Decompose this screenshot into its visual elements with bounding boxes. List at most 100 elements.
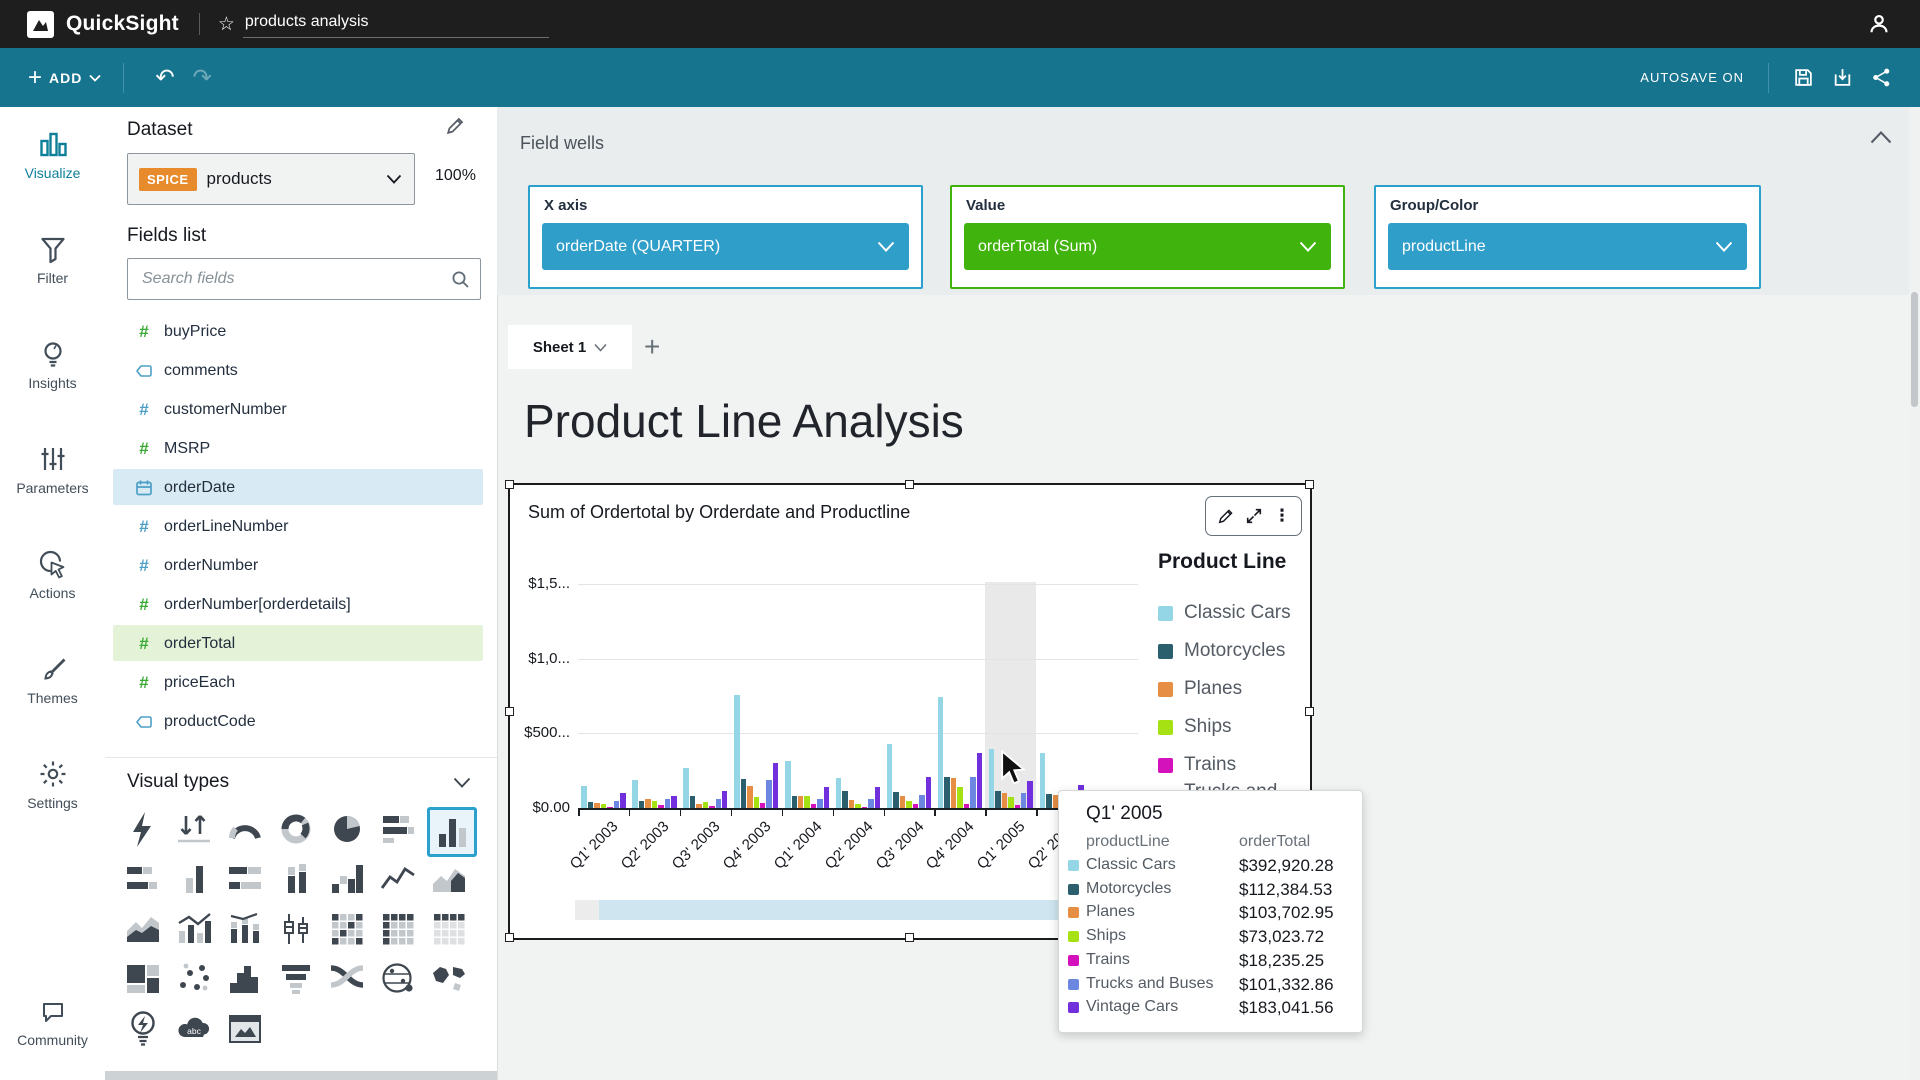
search-fields[interactable] [127, 258, 481, 300]
resize-handle[interactable] [505, 706, 514, 716]
user-account-icon[interactable] [1868, 13, 1890, 35]
visual-type-vertical-grouped-bar-chart[interactable] [172, 857, 216, 901]
visual-type-auto-graph[interactable] [121, 807, 165, 851]
bar-Q32004-Planes[interactable] [899, 796, 906, 808]
resize-handle[interactable] [1305, 706, 1314, 716]
bar-Q42003-Trains[interactable] [759, 803, 766, 808]
legend-item-Ships[interactable]: Ships [1158, 708, 1308, 746]
bar-Q42003-Trucks-and-Buses[interactable] [766, 780, 772, 808]
bar-Q22004-Ships[interactable] [855, 804, 861, 808]
visual-type-points-on-map[interactable] [376, 957, 420, 1001]
bar-Q22005-Motorcycles[interactable] [1046, 794, 1052, 808]
visual-type-custom-visual[interactable] [223, 1007, 267, 1051]
x-axis-field-pill[interactable]: orderDate (QUARTER) [542, 223, 909, 270]
visual-type-waterfall-chart[interactable] [325, 857, 369, 901]
visual-type-stacked-area-chart[interactable] [121, 907, 165, 951]
visual-type-pivot-table[interactable] [376, 907, 420, 951]
bar-Q12004-Trucks-and-Buses[interactable] [817, 799, 823, 808]
visual-type-scatter-plot[interactable] [172, 957, 216, 1001]
bar-Q42003-Vintage-Cars[interactable] [772, 763, 779, 808]
bar-Q22003-Planes[interactable] [645, 799, 651, 808]
bar-Q12005-Ships[interactable] [1008, 797, 1014, 808]
edit-dataset-icon[interactable] [445, 115, 466, 142]
legend-item-Classic-Cars[interactable]: Classic Cars [1158, 594, 1308, 632]
sidebar-item-parameters[interactable]: Parameters [0, 443, 105, 496]
visual-type-pie-chart[interactable] [325, 807, 369, 851]
search-fields-input[interactable] [140, 269, 451, 289]
resize-handle[interactable] [505, 933, 514, 942]
resize-handle[interactable] [505, 480, 514, 489]
field-item-buyPrice[interactable]: # buyPrice [105, 312, 497, 351]
redo-button[interactable]: ↷ [192, 64, 212, 90]
field-item-priceEach[interactable]: # priceEach [105, 663, 497, 702]
visual-type-filled-map[interactable] [427, 957, 471, 1001]
bar-Q32003-Trucks-and-Buses[interactable] [715, 799, 721, 808]
sidebar-item-themes[interactable]: Themes [0, 653, 105, 706]
visual-type-vertical-bar-chart[interactable] [427, 807, 477, 857]
bar-Q42004-Vintage-Cars[interactable] [976, 753, 982, 808]
legend-item-Trains[interactable]: Trains [1158, 746, 1308, 784]
bar-Q42004-Motorcycles[interactable] [944, 777, 950, 808]
visual-type-donut-chart[interactable] [274, 807, 318, 851]
bar-Q22004-Trucks-and-Buses[interactable] [868, 799, 874, 808]
bar-Q12004-Planes[interactable] [797, 796, 804, 808]
bar-Q12005-Planes[interactable] [1001, 793, 1008, 808]
field-item-orderLineNumber[interactable]: # orderLineNumber [105, 507, 497, 546]
sidebar-item-insights[interactable]: Insights [0, 338, 105, 391]
field-item-orderTotal[interactable]: # orderTotal [105, 624, 497, 663]
legend-item-Motorcycles[interactable]: Motorcycles [1158, 632, 1308, 670]
legend-item-Planes[interactable]: Planes [1158, 670, 1308, 708]
bar-Q12003-Trucks-and-Buses[interactable] [613, 801, 620, 808]
visual-type-vertical-stacked-bar-chart[interactable] [274, 857, 318, 901]
bar-Q32004-Trucks-and-Buses[interactable] [919, 795, 925, 808]
field-item-MSRP[interactable]: # MSRP [105, 429, 497, 468]
bar-Q22003-Classic-Cars[interactable] [632, 780, 638, 808]
bar-Q22004-Trains[interactable] [861, 807, 868, 808]
save-icon[interactable] [1793, 67, 1814, 88]
bar-Q12004-Classic-Cars[interactable] [785, 761, 791, 808]
bar-Q22003-Trains[interactable] [658, 805, 664, 808]
bar-Q42004-Ships[interactable] [957, 787, 963, 808]
sidebar-item-settings[interactable]: Settings [0, 758, 105, 811]
field-item-comments[interactable]: comments [105, 351, 497, 390]
visual-type-kpi[interactable] [172, 807, 216, 851]
bar-Q22005-Classic-Cars[interactable] [1039, 753, 1046, 808]
bar-Q22004-Vintage-Cars[interactable] [874, 787, 881, 808]
collapse-visual-types-icon[interactable] [453, 777, 471, 788]
bar-Q12003-Vintage-Cars[interactable] [620, 793, 626, 808]
sidebar-item-filter[interactable]: Filter [0, 233, 105, 286]
analysis-title[interactable]: products analysis [242, 10, 549, 38]
page-title[interactable]: Product Line Analysis [524, 395, 964, 447]
bar-Q32003-Classic-Cars[interactable] [683, 768, 689, 808]
bar-Q42003-Motorcycles[interactable] [740, 779, 747, 808]
group-color-field-pill[interactable]: productLine [1388, 223, 1747, 270]
bar-Q42004-Planes[interactable] [950, 778, 957, 808]
bar-Q32004-Ships[interactable] [906, 801, 912, 808]
visual-type-sankey-diagram[interactable] [325, 957, 369, 1001]
bar-Q22004-Planes[interactable] [848, 800, 855, 808]
sidebar-item-visualize[interactable]: Visualize [0, 128, 105, 181]
favorite-star-icon[interactable]: ☆ [217, 13, 235, 35]
bar-Q22004-Classic-Cars[interactable] [835, 778, 842, 808]
bar-Q22005-Planes[interactable] [1052, 795, 1058, 808]
bar-Q22003-Motorcycles[interactable] [638, 801, 645, 808]
field-item-productCode[interactable]: productCode [105, 702, 497, 741]
visual-type-line-chart[interactable] [376, 857, 420, 901]
bar-Q22003-Trucks-and-Buses[interactable] [664, 799, 671, 808]
add-sheet-button[interactable]: + [644, 331, 661, 362]
bar-Q22003-Vintage-Cars[interactable] [671, 796, 677, 808]
bar-Q42004-Trains[interactable] [963, 804, 970, 808]
bar-Q12004-Motorcycles[interactable] [791, 796, 797, 808]
visual-type-heat-map[interactable] [325, 907, 369, 951]
bar-Q32004-Trains[interactable] [912, 804, 919, 808]
bar-Q12004-Trains[interactable] [810, 804, 817, 808]
bar-Q12003-Classic-Cars[interactable] [581, 786, 587, 808]
visual-type-gauge-chart[interactable] [223, 807, 267, 851]
bar-Q12005-Trucks-and-Buses[interactable] [1020, 793, 1027, 808]
visual-type-horizontal-bar-chart[interactable] [121, 857, 165, 901]
edit-visual-icon[interactable] [1217, 507, 1235, 525]
bar-Q12005-Motorcycles[interactable] [995, 791, 1001, 808]
visual-type-table[interactable] [427, 907, 471, 951]
add-button[interactable]: + ADD [28, 65, 101, 89]
bar-Q12005-Classic-Cars[interactable] [988, 749, 995, 808]
